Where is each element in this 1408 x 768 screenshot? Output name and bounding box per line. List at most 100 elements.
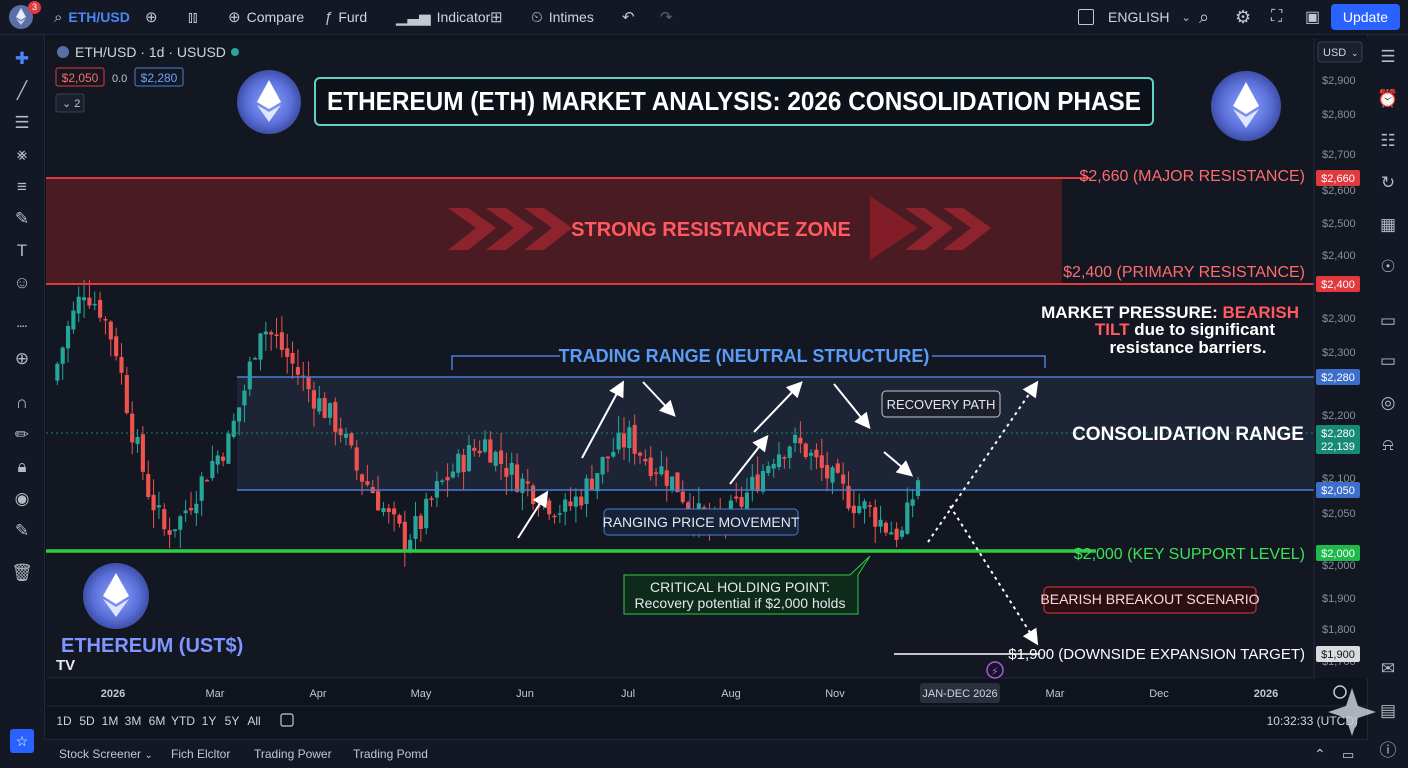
maximize-panel-icon[interactable]: ▭: [1342, 747, 1355, 762]
candle-body: [776, 454, 782, 468]
redo-button[interactable]: ↷: [660, 0, 673, 34]
currency-label: USD: [1323, 47, 1346, 59]
eye-icon[interactable]: ◉: [14, 489, 30, 508]
favorites-button[interactable]: ☆: [10, 729, 34, 753]
fib-icon[interactable]: ≡: [17, 177, 27, 196]
timeframe-5y[interactable]: 5Y: [225, 714, 240, 728]
candle-body: [381, 508, 386, 513]
undo-icon: ↶: [622, 9, 635, 26]
notification-badge: 3: [28, 1, 42, 14]
logo-button[interactable]: 3: [8, 0, 42, 34]
axis-settings-icon[interactable]: [1333, 685, 1347, 699]
timeframe-all[interactable]: All: [247, 714, 260, 728]
horizontal-lines-icon[interactable]: ☰: [14, 113, 30, 132]
candle-body: [413, 516, 418, 539]
fullscreen-button[interactable]: ⛶: [1271, 0, 1282, 34]
replay-icon[interactable]: ↻: [1380, 173, 1396, 192]
price-tick-label: $2,800: [1322, 109, 1356, 121]
timeframe-6m[interactable]: 6M: [149, 714, 166, 728]
legend-collapse-button[interactable]: [55, 93, 85, 113]
briefcase-icon[interactable]: ▤: [1379, 701, 1397, 720]
indicator-button[interactable]: ▁▃▅ Indicator: [396, 0, 490, 34]
ruler-icon[interactable]: ┈: [16, 317, 28, 336]
hotlists-icon[interactable]: ✉: [1380, 659, 1396, 678]
tab-fich-elcltor[interactable]: Fich Elcltor: [171, 747, 231, 761]
chart-type-button[interactable]: ⫾⫾: [188, 0, 198, 34]
candle-body: [792, 434, 798, 443]
ideas-lightbulb-icon[interactable]: ☉: [1380, 257, 1396, 276]
settings-button[interactable]: ⚙: [1235, 0, 1251, 34]
candle-body: [365, 481, 370, 485]
notifications-bell-icon[interactable]: ⍾: [1382, 435, 1394, 454]
text-icon[interactable]: T: [16, 241, 28, 260]
symbol-search-button[interactable]: ⌕ ETH/USD: [54, 0, 130, 34]
price-tick-label: $2,900: [1322, 75, 1356, 87]
collapse-panel-icon[interactable]: ⌃: [1314, 746, 1326, 762]
language-selector[interactable]: ENGLISH ⌄: [1078, 0, 1191, 34]
critical-point-line1: CRITICAL HOLDING POINT:: [650, 579, 830, 595]
price-tick-label: $2,000: [1322, 560, 1356, 572]
timeframe-ytd[interactable]: YTD: [171, 714, 195, 728]
currency-selector[interactable]: [1317, 41, 1363, 63]
lightning-icon[interactable]: [986, 661, 1004, 679]
intimes-button[interactable]: ⏲ Intimes: [531, 0, 594, 34]
candle-body: [119, 356, 124, 373]
emoji-icon[interactable]: ☺: [13, 273, 31, 292]
crosshair-icon[interactable]: ✚: [14, 49, 30, 68]
chart-title: ETHEREUM (ETH) MARKET ANALYSIS: 2026 CON…: [327, 86, 1141, 116]
ethereum-logo-right: [1211, 71, 1281, 141]
candle-body: [627, 427, 632, 449]
candle-body: [589, 478, 594, 490]
lock-icon[interactable]: 🔒︎: [17, 457, 27, 476]
timeframe-1m[interactable]: 1M: [102, 714, 119, 728]
language-label: ENGLISH: [1108, 9, 1170, 25]
fullscreen-icon: ⛶: [1271, 8, 1283, 25]
candle-body: [402, 521, 407, 550]
trash-icon[interactable]: 🗑︎: [11, 563, 33, 582]
messages-icon[interactable]: ▭: [1379, 351, 1397, 370]
price-badge: [1316, 646, 1360, 662]
data-window-icon[interactable]: ☷: [1380, 131, 1396, 150]
magnet-icon[interactable]: ∩: [15, 393, 29, 412]
brush-icon[interactable]: ✎: [14, 209, 30, 228]
candle-body: [311, 390, 317, 409]
tab-trading-power[interactable]: Trading Power: [254, 747, 332, 761]
major-resistance-label: $2,660 (MAJOR RESISTANCE): [1079, 168, 1305, 185]
pitchfork-icon[interactable]: ⨳: [16, 145, 28, 164]
chat-icon[interactable]: ▭: [1379, 311, 1397, 330]
compare-button[interactable]: ⊕ Compare: [228, 0, 304, 34]
watchlist-icon[interactable]: ☰: [1380, 47, 1396, 66]
snapshot-button[interactable]: ▣: [1305, 0, 1320, 34]
trading-range-bracket: [451, 355, 1046, 370]
hide-drawings-icon[interactable]: ✎: [14, 521, 30, 540]
trendline-icon[interactable]: ╱: [16, 81, 28, 100]
price-axis: [1314, 38, 1368, 678]
help-icon[interactable]: ⓘ: [1379, 741, 1397, 760]
candle-body: [723, 518, 728, 522]
timeframe-5d[interactable]: 5D: [79, 714, 95, 728]
tab-stock-screener[interactable]: Stock Screener ⌄: [59, 747, 153, 761]
update-button[interactable]: Update: [1330, 4, 1400, 30]
date-range-icon[interactable]: [280, 713, 294, 727]
zoom-icon[interactable]: ⊕: [14, 349, 30, 368]
calendar-icon[interactable]: ▦: [1379, 215, 1397, 234]
timeframe-3m[interactable]: 3M: [125, 714, 142, 728]
candle-body: [798, 437, 803, 444]
time-axis-label: Apr: [309, 688, 326, 700]
tab-trading-pomd[interactable]: Trading Pomd: [353, 747, 428, 761]
timeframe-1d[interactable]: 1D: [56, 714, 72, 728]
streams-icon[interactable]: ◎: [1380, 393, 1396, 412]
candle-body: [915, 480, 921, 496]
undo-button[interactable]: ↶: [622, 0, 635, 34]
search-button[interactable]: ⌕: [1199, 0, 1209, 34]
alerts-clock-icon[interactable]: ⏰: [1377, 89, 1399, 108]
furd-button[interactable]: ƒ Furd: [324, 0, 367, 34]
candle-body: [632, 424, 637, 454]
pencil-lock-icon[interactable]: ✏: [14, 425, 30, 444]
add-symbol-button[interactable]: ⊕: [145, 0, 158, 34]
market-pressure-line3: resistance barriers.: [1110, 338, 1267, 357]
timeframe-1y[interactable]: 1Y: [202, 714, 217, 728]
layout-button[interactable]: ⊞: [490, 0, 503, 34]
candle-body: [424, 498, 429, 529]
